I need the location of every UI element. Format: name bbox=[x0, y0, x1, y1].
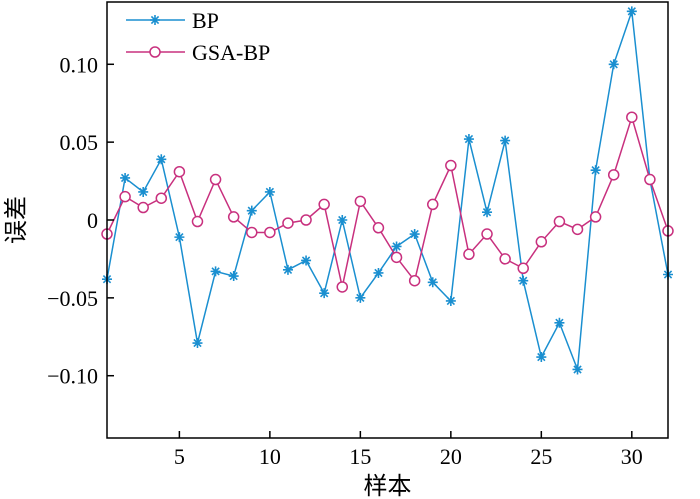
data-point-bp bbox=[228, 271, 239, 282]
data-point-bp bbox=[120, 172, 131, 183]
series-line-gsa-bp bbox=[106, 114, 669, 288]
data-point-bp bbox=[482, 207, 493, 218]
data-point-bp bbox=[554, 317, 565, 328]
data-point-gsa-bp bbox=[264, 226, 276, 239]
data-point-gsa-bp bbox=[300, 214, 312, 226]
data-point-gsa-bp bbox=[644, 173, 656, 186]
data-point-bp bbox=[518, 275, 529, 286]
data-point-gsa-bp bbox=[209, 173, 222, 186]
data-point-gsa-bp bbox=[173, 165, 186, 178]
data-point-gsa-bp bbox=[499, 253, 511, 265]
data-point-bp bbox=[192, 338, 203, 349]
data-point-bp bbox=[626, 6, 637, 17]
legend: BP GSA-BP bbox=[126, 8, 270, 65]
plot-frame bbox=[106, 1, 669, 439]
x-tick-label: 15 bbox=[349, 444, 371, 469]
data-point-bp bbox=[337, 215, 348, 225]
data-point-bp bbox=[445, 295, 456, 306]
legend-label: BP bbox=[192, 8, 219, 33]
data-point-bp bbox=[301, 255, 312, 266]
x-tick-label: 10 bbox=[259, 444, 281, 469]
y-axis-title: 误差 bbox=[2, 196, 30, 244]
y-tick-label: −0.10 bbox=[47, 364, 98, 389]
data-point-gsa-bp bbox=[571, 223, 584, 236]
legend-marker bbox=[149, 46, 161, 58]
data-point-gsa-bp bbox=[481, 228, 493, 240]
data-point-gsa-bp bbox=[626, 111, 638, 123]
data-point-bp bbox=[373, 267, 384, 278]
x-tick-label: 25 bbox=[530, 444, 552, 469]
plot-area bbox=[101, 6, 674, 375]
series-line-bp bbox=[106, 11, 669, 370]
data-point-bp bbox=[590, 165, 601, 176]
data-point-bp bbox=[427, 277, 438, 288]
data-point-gsa-bp bbox=[318, 198, 330, 211]
data-point-gsa-bp bbox=[589, 211, 602, 223]
y-tick-label: −0.05 bbox=[47, 286, 98, 311]
data-point-bp bbox=[463, 134, 474, 145]
data-point-bp bbox=[608, 59, 619, 70]
data-point-gsa-bp bbox=[463, 248, 475, 261]
data-point-gsa-bp bbox=[246, 226, 258, 239]
y-tick-label: 0.05 bbox=[60, 130, 99, 155]
data-point-bp bbox=[210, 266, 221, 277]
legend-label: GSA-BP bbox=[192, 40, 270, 65]
data-point-bp bbox=[246, 205, 257, 216]
data-point-bp bbox=[572, 364, 583, 375]
x-tick-label: 30 bbox=[621, 444, 643, 469]
data-point-bp bbox=[174, 232, 185, 243]
x-tick-label: 20 bbox=[440, 444, 462, 469]
data-point-bp bbox=[319, 288, 330, 299]
data-point-bp bbox=[409, 229, 420, 240]
data-point-gsa-bp bbox=[191, 215, 204, 228]
data-point-bp bbox=[282, 264, 293, 275]
data-point-bp bbox=[500, 135, 511, 146]
data-point-gsa-bp bbox=[408, 274, 421, 287]
axes: 5 10 15 20 25 30 −0.10 −0.05 0 0.05 0.10 bbox=[47, 1, 669, 469]
data-point-bp bbox=[138, 186, 149, 197]
legend-marker bbox=[150, 15, 160, 25]
y-tick-label: 0.10 bbox=[60, 52, 99, 77]
x-tick-label: 5 bbox=[174, 444, 185, 469]
data-point-gsa-bp bbox=[390, 251, 403, 264]
y-tick-label: 0 bbox=[87, 208, 98, 233]
data-point-bp bbox=[156, 154, 167, 165]
data-point-gsa-bp bbox=[119, 190, 131, 203]
data-point-gsa-bp bbox=[372, 222, 385, 234]
data-point-gsa-bp bbox=[282, 217, 294, 229]
legend-entry-bp: BP bbox=[126, 8, 219, 33]
series-bp bbox=[102, 6, 673, 375]
data-point-gsa-bp bbox=[137, 201, 149, 214]
data-point-gsa-bp bbox=[155, 192, 168, 204]
data-point-bp bbox=[264, 186, 275, 197]
data-point-gsa-bp bbox=[517, 262, 529, 275]
data-point-gsa-bp bbox=[227, 211, 240, 223]
legend-entry-gsa-bp: GSA-BP bbox=[126, 40, 270, 65]
data-point-gsa-bp bbox=[553, 215, 566, 228]
data-point-gsa-bp bbox=[426, 198, 439, 211]
x-axis-title: 样本 bbox=[364, 472, 412, 499]
data-point-bp bbox=[391, 241, 402, 252]
data-point-bp bbox=[355, 292, 366, 303]
data-point-gsa-bp bbox=[607, 169, 620, 181]
data-point-gsa-bp bbox=[354, 195, 367, 208]
data-point-gsa-bp bbox=[445, 159, 457, 172]
data-point-bp bbox=[536, 352, 547, 363]
data-point-gsa-bp bbox=[336, 281, 349, 293]
data-point-gsa-bp bbox=[535, 236, 548, 248]
